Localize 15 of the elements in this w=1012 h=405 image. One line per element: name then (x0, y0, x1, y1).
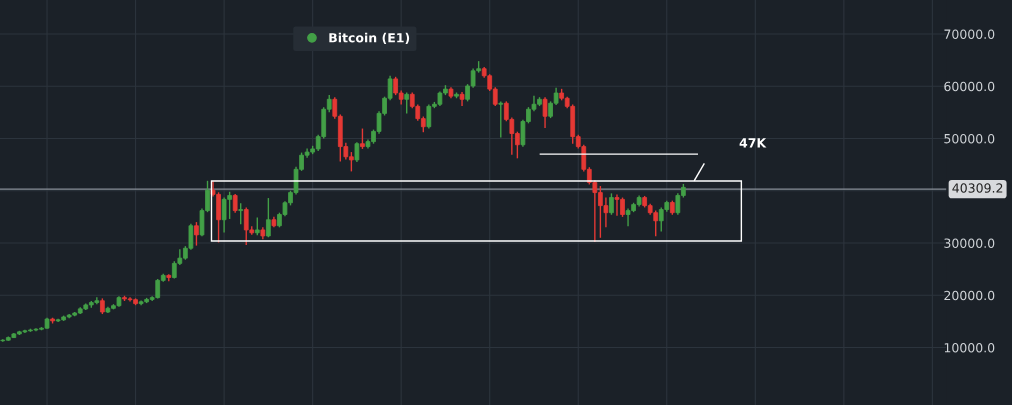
y-tick-label: 60000.0 (944, 81, 995, 92)
y-tick-label: 50000.0 (944, 133, 995, 144)
legend-label: Bitcoin (E1) (329, 32, 410, 44)
y-tick-label: 20000.0 (944, 290, 995, 301)
y-tick-label: 30000.0 (944, 238, 995, 248)
candlestick (238, 202, 244, 225)
candlestick (448, 86, 454, 99)
y-tick-label: 70000.0 (944, 29, 995, 39)
candlestick (194, 221, 199, 247)
candlestick (360, 127, 365, 150)
candlestick (498, 100, 504, 139)
candlestick (266, 197, 271, 238)
y-tick-label: 10000.0 (944, 342, 995, 353)
ref-line-label: 40309.2 (952, 183, 1003, 193)
ref-line-label: 47K (739, 138, 767, 148)
